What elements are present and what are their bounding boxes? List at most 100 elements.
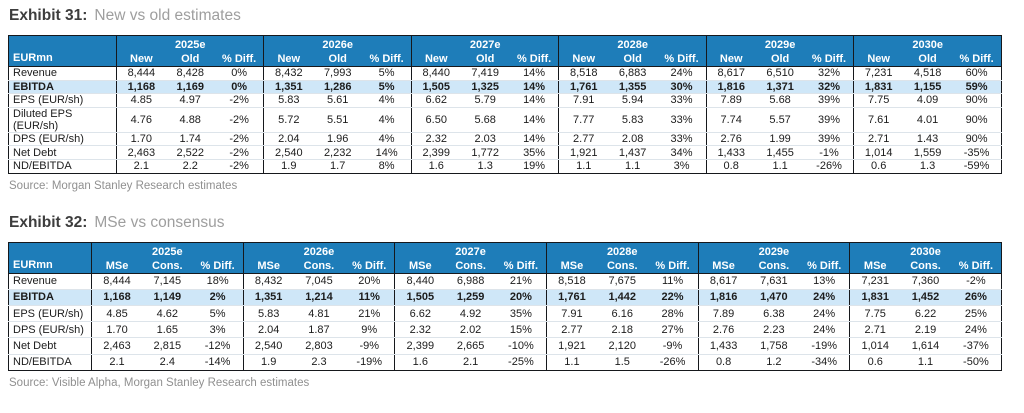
table-cell: 2%: [192, 289, 244, 306]
table-cell: 3%: [192, 321, 244, 339]
year-header: 2028e: [545, 242, 699, 259]
table-cell: 0%: [214, 66, 264, 81]
table-row: ND/EBITDA 2.1 2.2 -2% 1.9 1.7 8% 1.6 1.3 19% 1.1 1.…: [9, 159, 1002, 174]
table-cell: 2.77: [558, 132, 609, 147]
table-cell: 13%: [799, 273, 850, 290]
table-cell: 1.70: [115, 132, 166, 147]
year-header: 2025e: [115, 35, 264, 52]
table-cell: 24%: [799, 321, 850, 339]
table-cell: 14%: [362, 145, 412, 160]
row-label: ND/EBITDA: [13, 160, 72, 173]
col-header: New: [853, 52, 903, 67]
table-cell: 1.9: [242, 354, 294, 371]
table-cell: 30%: [657, 80, 707, 95]
table-cell: 1,470: [748, 289, 800, 306]
table-cell: 5.72: [263, 107, 314, 133]
table-cell: 1.3: [477, 160, 493, 173]
research-report-page: Exhibit 31: New vs old estimates EURmn 202…: [8, 7, 1016, 389]
table-cell: 1,921: [545, 337, 597, 355]
table-cell: 2,665: [445, 337, 496, 355]
table-cell: 5.68: [755, 93, 805, 108]
table-cell: 2.03: [460, 132, 510, 147]
table-cell: 1,371: [755, 80, 805, 95]
table-cell: 2.1: [91, 354, 143, 371]
table-cell: -12%: [192, 337, 244, 355]
table-cell: 20%: [495, 289, 547, 306]
table-cell: 8,518: [558, 66, 609, 81]
col-header: MSe: [242, 258, 294, 274]
table-cell: 25%: [950, 305, 1002, 323]
table-cell: 39%: [804, 93, 854, 108]
table-cell: 8,617: [705, 66, 756, 81]
table-cell: 0.6: [853, 159, 903, 174]
year-header: 2030e: [853, 35, 1002, 52]
table-cell: 2.23: [748, 321, 800, 339]
table-cell: 1,455: [755, 145, 805, 160]
table-cell: -2%: [950, 273, 1002, 290]
col-header: Old: [313, 52, 363, 67]
table-cell: -14%: [204, 356, 231, 369]
table-cell: 2,120: [596, 337, 648, 355]
table-cell: -37%: [950, 337, 1002, 355]
table-row: DPS (EUR/sh) 1.70 1.74 -2% 2.04 1.96 4% 2.32 2.0…: [8, 132, 1002, 147]
table-cell: 3%: [673, 160, 690, 173]
table-cell: 1,816: [697, 289, 749, 306]
table-cell: 4%: [362, 132, 412, 147]
table-cell: 1.3: [919, 160, 936, 173]
table-cell: 22%: [647, 289, 699, 306]
table-cell: 1.6: [394, 354, 446, 371]
col-header: % Diff.: [804, 52, 854, 67]
exhibit-32-table-container: EURmn 2025e 2026e 2027e 2028e 2029e 2030e MSe Co…: [8, 241, 1016, 371]
table-cell: 1,758: [748, 337, 800, 355]
table-cell: 15%: [495, 321, 547, 339]
table-cell: 7.75: [849, 305, 901, 323]
col-header: % Diff.: [657, 52, 707, 67]
table-cell: 14%: [509, 66, 559, 81]
table-cell: 2.3: [311, 356, 327, 369]
table-cell: 2.18: [596, 321, 648, 339]
col-header: % Diff.: [799, 258, 850, 274]
table-cell: 7,419: [460, 66, 510, 81]
table-cell: 1,168: [115, 80, 166, 95]
table-cell: 21%: [344, 305, 395, 323]
table-cell: 32%: [804, 80, 854, 95]
exhibit-31-table: EURmn 2025e 2026e 2027e 2028e 2029e 2030e New Ol…: [8, 35, 1002, 174]
table-cell: 0.8: [697, 354, 749, 371]
table-cell: 2.2: [182, 160, 198, 173]
table-cell: 2,540: [263, 145, 314, 160]
col-header: % Diff.: [952, 52, 1002, 67]
table-cell: 14%: [509, 107, 559, 133]
table-cell: 1,168: [91, 289, 143, 306]
table-cell: 8,440: [394, 273, 446, 290]
table-cell: 8,518: [545, 273, 597, 290]
table-cell: 2.32: [394, 321, 446, 339]
table-cell: 1,437: [608, 145, 658, 160]
table-cell: 2.4: [159, 356, 175, 369]
table-cell: -26%: [816, 160, 842, 173]
table-cell: 8,428: [165, 66, 215, 81]
col-header: MSe: [697, 258, 749, 274]
table-row: DPS (EUR/sh) 1.70 1.65 3% 2.04 1.87 9% 2.32 2.02…: [8, 321, 1002, 339]
table-cell: 5.94: [608, 93, 658, 108]
table-cell: 1.1: [545, 354, 597, 371]
table-cell: 33%: [657, 132, 707, 147]
table-cell: 1,355: [608, 80, 658, 95]
table-cell: 4%: [362, 93, 412, 108]
table-cell: 5.83: [242, 305, 294, 323]
table-cell: 90%: [952, 93, 1002, 108]
table-cell: 6.22: [900, 305, 951, 323]
col-header: % Diff.: [495, 258, 547, 274]
col-header: New: [115, 52, 166, 67]
table-cell: 5.68: [460, 107, 510, 133]
table-cell: 4.88: [165, 107, 215, 133]
table-cell: 1,761: [545, 289, 597, 306]
table-cell: 2.1: [462, 356, 479, 369]
table-cell: 7.89: [705, 93, 756, 108]
year-header: 2029e: [697, 242, 850, 259]
table-cell: -19%: [799, 337, 850, 355]
table-cell: 2.19: [900, 321, 951, 339]
table-cell: -2%: [229, 160, 249, 173]
table-row: EPS (EUR/sh) 4.85 4.62 5% 5.83 4.81 21% 6.62 4.9…: [8, 305, 1002, 323]
table-cell: 1,351: [242, 289, 294, 306]
col-header: % Diff.: [647, 258, 699, 274]
